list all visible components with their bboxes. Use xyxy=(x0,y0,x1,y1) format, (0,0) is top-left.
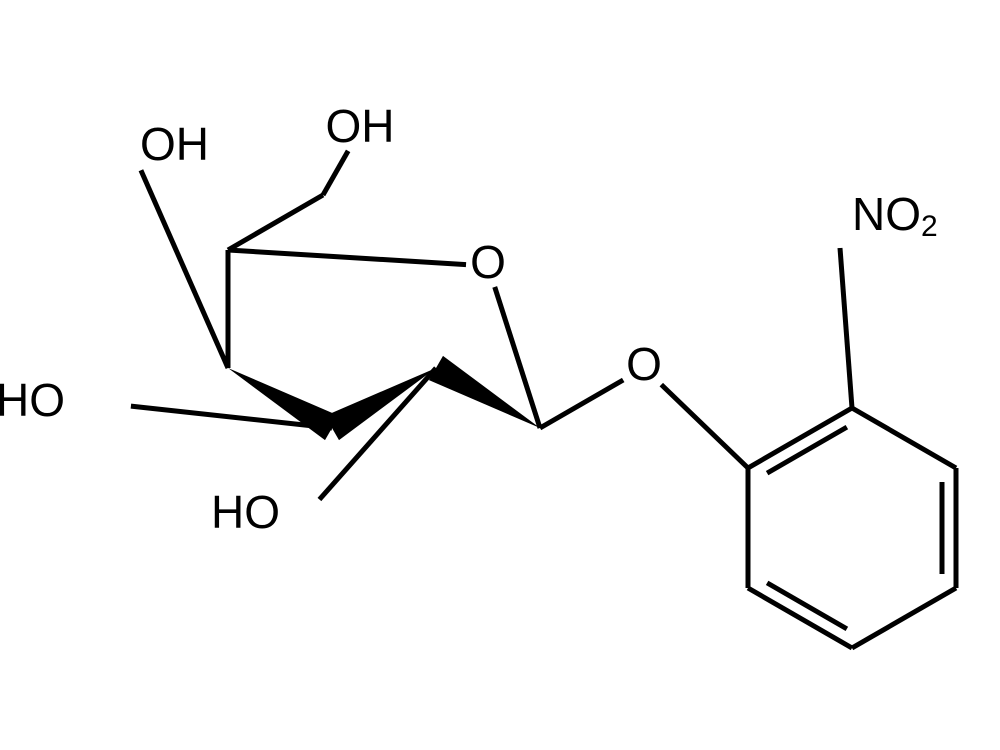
atom-label-no2: NO2 xyxy=(852,188,938,243)
bond-double-outer xyxy=(748,408,852,468)
atom-label-o: O xyxy=(470,236,506,288)
bond-single xyxy=(228,250,466,265)
bond-single xyxy=(840,248,852,408)
atom-label-oh: OH xyxy=(140,118,209,170)
bond-single xyxy=(661,385,748,468)
chemical-structure-diagram: NO2 O O HO HO OH OH xyxy=(0,0,1000,750)
bond-single xyxy=(852,408,956,468)
bond-single xyxy=(323,151,348,195)
bond-double-outer xyxy=(748,588,852,648)
bond-single xyxy=(228,195,323,250)
bond-single xyxy=(852,588,956,648)
bond-single xyxy=(141,170,228,368)
bond-single xyxy=(540,380,623,428)
atom-label-o: O xyxy=(626,338,662,390)
atom-label-ho: HO xyxy=(211,486,280,538)
atom-label-oh: OH xyxy=(326,100,395,152)
atom-label-ho: HO xyxy=(0,374,65,426)
bond-wedge xyxy=(429,356,540,428)
